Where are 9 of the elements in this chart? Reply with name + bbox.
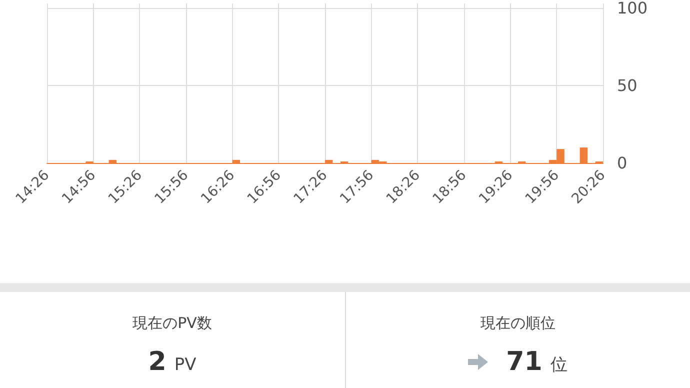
text: 2	[148, 347, 166, 377]
text: PV	[174, 355, 196, 375]
text: 現在のPV数	[132, 313, 213, 333]
text: 71	[506, 347, 542, 377]
y-tick-label: 100	[617, 0, 648, 18]
y-tick-label: 0	[617, 154, 628, 172]
text: 現在の順位	[479, 313, 556, 333]
text: 位	[550, 354, 568, 376]
y-tick-label: 50	[617, 76, 638, 95]
